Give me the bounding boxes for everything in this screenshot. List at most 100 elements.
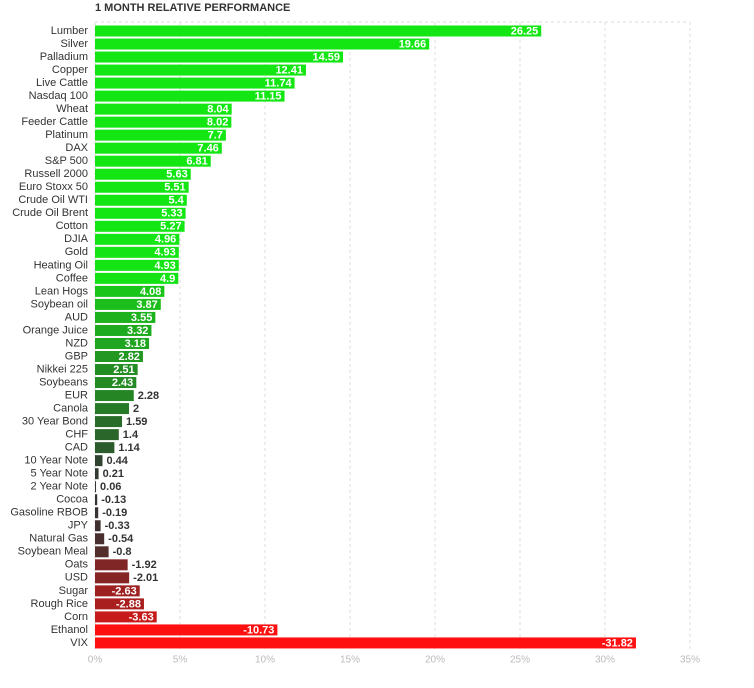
y-tick-label: Wheat [56,103,88,115]
data-label: 5.63 [166,169,187,181]
bar [95,90,285,102]
data-label: 11.15 [255,91,282,103]
y-tick-label: Nikkei 225 [37,363,88,375]
bar [95,546,109,558]
y-tick-label: VIX [70,637,88,649]
x-tick-label: 5% [173,655,188,666]
y-tick-label: GBP [65,350,88,362]
bar [95,468,99,480]
y-tick-label: CHF [65,429,88,441]
bar [95,324,152,336]
bar [95,403,129,415]
y-tick-label: Cotton [56,220,88,232]
data-label: 14.59 [312,51,340,63]
y-tick-label: Live Cattle [36,77,88,89]
y-tick-label: Gasoline RBOB [10,507,88,519]
y-tick-label: Natural Gas [29,533,88,545]
data-label: 5.33 [161,208,182,220]
data-label: 2.51 [113,364,134,376]
data-label: 2.43 [112,377,133,389]
y-tick-label: Euro Stoxx 50 [19,181,88,193]
bar [95,116,232,128]
data-label: -2.88 [116,598,141,610]
bar [95,585,140,597]
bar [95,194,187,206]
y-tick-label: USD [65,572,88,584]
y-tick-label: Heating Oil [34,259,88,271]
data-label: 1.4 [123,429,139,441]
bar [95,351,143,362]
bar [95,272,179,284]
data-label: 4.9 [160,273,175,285]
data-label: -0.19 [102,507,127,519]
x-tick-label: 10% [255,655,275,666]
bar [95,77,295,89]
y-tick-label: AUD [65,311,88,323]
data-label: 26.25 [511,25,539,37]
bar [95,598,144,610]
bar [95,637,636,649]
data-label: 4.96 [155,234,176,246]
bar [95,64,306,76]
data-label: -2.01 [133,572,158,584]
data-label: 5.51 [164,182,185,194]
data-label: 2.82 [119,351,140,363]
data-label: 3.55 [131,312,152,324]
y-tick-label: Crude Oil Brent [12,207,88,219]
bar [95,181,189,193]
bar [95,390,134,402]
x-tick-label: 30% [595,655,615,666]
data-label: 2 [133,403,139,415]
bar [95,259,179,271]
data-label: -1.92 [132,559,157,571]
data-label: 3.32 [127,325,148,337]
data-label: -0.13 [101,494,126,506]
bar [95,298,161,310]
bar [95,129,226,141]
y-tick-label: Rough Rice [31,598,88,610]
data-label: -0.33 [105,520,130,532]
bar [95,155,211,167]
data-label: -0.8 [113,546,132,558]
y-tick-label: Ethanol [51,624,88,636]
data-label: 1.14 [118,442,140,454]
data-label: 1.59 [126,416,147,428]
y-tick-label: 2 Year Note [31,481,89,493]
y-tick-label: Coffee [56,272,88,284]
bar [95,311,156,323]
y-tick-label: Canola [53,402,89,414]
bar [95,494,98,506]
y-tick-label: EUR [65,389,88,401]
bar [95,25,542,37]
x-tick-label: 20% [425,655,445,666]
bar [95,624,278,636]
data-label: 12.41 [275,64,303,76]
x-tick-label: 15% [340,655,360,666]
data-label: 7.7 [208,130,223,142]
bar [95,220,185,232]
data-label: 5.4 [169,195,185,207]
data-label: 7.46 [197,143,218,155]
y-tick-label: DAX [65,142,88,154]
data-label: 6.81 [186,156,207,168]
data-label: 0.06 [100,481,121,493]
y-tick-label: Nasdaq 100 [29,90,88,102]
y-tick-label: Copper [52,64,88,76]
y-tick-label: DJIA [64,233,89,245]
x-tick-label: 0% [88,655,103,666]
y-tick-label: Corn [64,611,88,623]
data-label: 4.93 [154,260,175,272]
data-label: 11.74 [265,77,293,89]
data-label: -10.73 [243,624,274,636]
bar [95,233,180,245]
data-label: 3.18 [125,338,146,350]
y-tick-label: 10 Year Note [24,455,88,467]
data-label: 4.93 [154,247,175,259]
bar [95,533,105,545]
y-tick-label: Crude Oil WTI [18,194,88,206]
data-label: 19.66 [399,38,427,50]
y-tick-label: Soybean Meal [18,546,88,558]
bar [95,168,191,180]
y-tick-label: 30 Year Bond [22,416,88,428]
bar [95,455,103,467]
